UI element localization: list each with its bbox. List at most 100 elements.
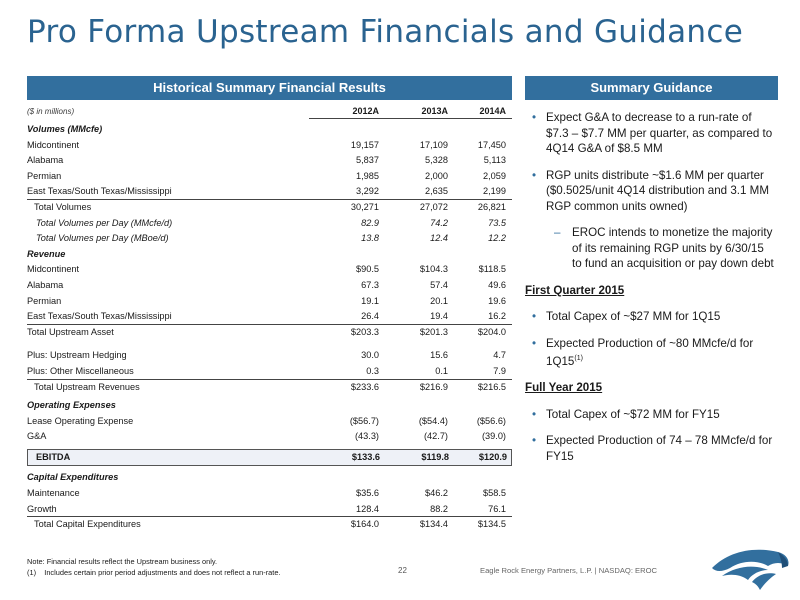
cell-value: $90.5 [356,264,379,275]
row-label: Permian [27,170,62,181]
cell-value: $120.9 [478,451,507,462]
cell-value: 12.4 [430,233,448,244]
cell-value: 0.1 [435,365,448,376]
cell-value: $201.3 [419,326,448,337]
cell-value: 26.4 [361,311,379,322]
footnotes: Note: Financial results reflect the Upst… [27,556,281,578]
guidance-bullet: • Expected Production of 74 – 78 MMcfe/d … [532,434,773,463]
cell-value: 30,271 [350,201,379,212]
row-label: Permian [27,295,62,306]
row-label: Total Volumes per Day (MMcfe/d) [36,217,173,228]
row-rule [27,516,512,518]
table-row: Capital Expenditures [27,470,512,486]
column-header-2014: 2014A [479,106,506,116]
company-footer: Eagle Rock Energy Partners, L.P. | NASDA… [480,566,657,575]
guidance-bullet: • RGP units distribute ~$1.6 MM per quart… [532,168,769,213]
financial-table: ($ in millions) 2012A 2013A 2014A Volume… [27,104,512,533]
cell-value: 1,985 [356,170,379,181]
row-label: Total Volumes per Day (MBoe/d) [36,233,169,244]
cell-value: (43.3) [354,431,379,442]
cell-value: $118.5 [478,264,506,275]
cell-value: ($56.6) [476,415,506,426]
table-row: Midcontinent $90.5 $104.3 $118.5 [27,262,512,278]
cell-value: 76.1 [488,503,506,514]
cell-value: 3,292 [356,186,379,197]
cell-value: $134.4 [419,519,448,530]
row-label: Total Volumes [34,201,92,212]
cell-value: 5,113 [483,155,506,166]
cell-value: $133.6 [351,451,380,462]
cell-value: 2,199 [483,186,506,197]
table-row: Alabama 5,837 5,328 5,113 [27,153,512,169]
table-row: Total Volumes per Day (MMcfe/d) 82.9 74.2 7… [27,216,512,232]
column-header-2013: 2013A [421,106,448,116]
table-header-row: ($ in millions) 2012A 2013A 2014A [27,104,512,122]
guidance-bullet: • Total Capex of ~$72 MM for FY15 [532,407,720,421]
cell-value: $104.3 [419,264,448,275]
cell-value: 128.4 [356,503,379,514]
table-row: Maintenance $35.6 $46.2 $58.5 [27,486,512,502]
historical-results-header: Historical Summary Financial Results [27,76,512,100]
row-label: G&A [27,431,47,442]
note-text: Note: Financial results reflect the Upst… [27,557,218,566]
table-row: Alabama 67.3 57.4 49.6 [27,278,512,294]
row-label: Maintenance [27,488,80,499]
cell-value: 2,000 [425,170,448,181]
first-quarter-heading: First Quarter 2015 [525,283,625,297]
table-row: G&A (43.3) (42.7) (39.0) [27,429,512,445]
row-rule [27,378,512,380]
table-row: Operating Expenses [27,398,512,414]
table-row: Total Capital Expenditures $164.0 $134.4 $1… [27,517,512,533]
cell-value: $119.8 [421,451,449,462]
dash-icon: – [554,226,561,239]
bullet-icon: • [532,434,537,448]
cell-value: 88.2 [430,503,448,514]
footnote-1: (1) Includes certain prior period adjust… [27,568,281,577]
page-number: 22 [398,566,407,575]
table-row: Midcontinent 19,157 17,109 17,450 [27,138,512,154]
table-row: Volumes (MMcfe) [27,122,512,138]
table-row: Plus: Other Miscellaneous 0.3 0.1 7.9 [27,364,512,380]
page-title: Pro Forma Upstream Financials and Guidan… [27,14,744,50]
cell-value: $164.0 [350,519,379,530]
row-label: Lease Operating Expense [27,415,134,426]
cell-value: 0.3 [366,365,379,376]
table-row: Total Volumes per Day (MBoe/d) 13.8 12.4 12… [27,231,512,247]
cell-value: $134.5 [477,519,506,530]
row-label: Midcontinent [27,264,80,275]
summary-guidance-header: Summary Guidance [525,76,778,100]
footnote-marker: (1) [574,355,583,362]
cell-value: 7.9 [493,365,506,376]
cell-value: 16.2 [488,311,506,322]
units-label: ($ in millions) [27,107,75,116]
cell-value: 4.7 [493,350,506,361]
table-row: Permian 19.1 20.1 19.6 [27,294,512,310]
table-row: Total Volumes 30,271 27,072 26,821 [27,200,512,216]
cell-value: 67.3 [361,279,379,290]
cell-value: 57.4 [430,279,448,290]
table-row: Total Upstream Revenues $233.6 $216.9 $216.… [27,380,512,396]
cell-value: 13.8 [361,233,379,244]
row-label: EBITDA [36,451,71,462]
cell-value: $233.6 [350,381,379,392]
row-label: Revenue [27,248,66,259]
cell-value: $46.2 [425,488,448,499]
cell-value: 19.1 [361,295,379,306]
eagle-head-logo-icon [712,549,789,590]
table-row: Growth 128.4 88.2 76.1 [27,502,512,518]
cell-value: 19.4 [430,311,448,322]
cell-value: 27,072 [419,201,448,212]
cell-value: 5,837 [356,155,379,166]
row-rule [27,198,512,200]
cell-value: $216.5 [477,381,506,392]
cell-value: $216.9 [419,381,448,392]
cell-value: 26,821 [477,201,506,212]
cell-value: 82.9 [361,217,379,228]
table-row: Lease Operating Expense ($56.7) ($54.4) ($5… [27,414,512,430]
cell-value: 49.6 [488,279,506,290]
row-rule [27,323,512,325]
column-header-2012: 2012A [352,106,379,116]
row-label: East Texas/South Texas/Mississippi [27,311,172,322]
table-row: East Texas/South Texas/Mississippi 3,292 2… [27,184,512,200]
cell-value: 2,635 [425,186,448,197]
